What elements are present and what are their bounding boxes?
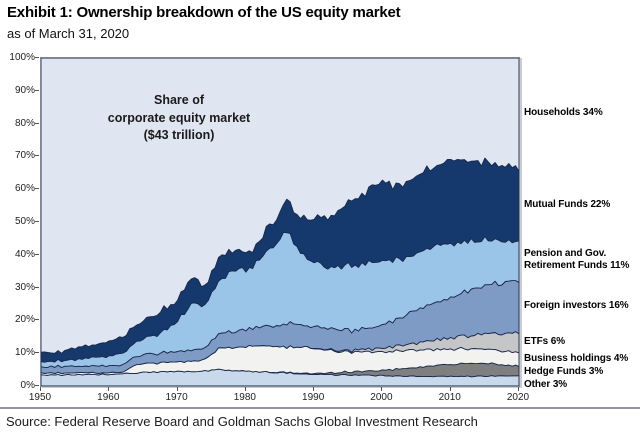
y-tick-mark [35,155,39,157]
annotation-line-2: corporate equity market [107,110,251,125]
y-tick-mark [35,122,39,124]
series-label-hedge-funds: Hedge Funds 3% [524,365,604,377]
x-tick-mark [40,387,41,391]
series-label-pension-gov-retirement-funds: Pension and Gov. Retirement Funds 11% [524,248,630,272]
y-tick-mark [35,286,39,288]
y-axis-tick-100%: 100% [9,52,35,63]
series-label-foreign-investors: Foreign investors 16% [524,300,629,312]
y-axis-tick-50%: 50% [14,216,35,227]
y-tick-mark [35,253,39,255]
y-axis-tick-0%: 0% [20,380,35,391]
as-of-date: as of March 31, 2020 [7,26,130,41]
series-label-households: Households 34% [524,106,603,118]
x-tick-mark [108,387,110,391]
series-label-other: Other 3% [524,378,568,390]
y-axis-tick-90%: 90% [14,84,35,96]
stacked-area-chart [41,58,519,386]
chart-annotation: Share of corporate equity market ($43 tr… [59,92,299,145]
x-axis-tick-1960: 1960 [97,392,120,403]
x-axis-tick-1990: 1990 [302,392,325,403]
x-tick-mark [313,387,315,391]
y-axis-tick-10%: 10% [14,347,35,359]
page-title: Exhibit 1: Ownership breakdown of the US… [7,4,401,21]
series-label-business-holdings: Business holdings 4% [524,352,629,364]
y-axis-tick-40%: 40% [14,248,35,260]
x-axis-tick-1950: 1950 [28,392,52,403]
y-tick-mark [35,57,39,58]
x-axis-tick-1980: 1980 [233,392,256,403]
x-tick-mark [449,387,451,391]
x-tick-mark [381,387,383,391]
y-axis-tick-30%: 30% [14,281,35,293]
x-tick-mark [176,387,178,391]
annotation-line-3: ($43 trillion) [143,128,215,142]
plot-area: Share of corporate equity market ($43 tr… [40,57,520,387]
x-tick-mark [244,387,246,391]
y-tick-mark [35,188,39,190]
x-axis-tick-2020: 2020 [506,392,530,403]
area-households [41,58,519,354]
source-note: Source: Federal Reserve Board and Goldma… [6,414,478,429]
source-divider [0,407,640,409]
y-tick-mark [35,319,39,321]
series-label-mutual-funds: Mutual Funds 22% [524,198,611,210]
series-label-etfs: ETFs 6% [524,336,565,348]
y-axis-tick-60%: 60% [14,183,35,195]
x-tick-mark [518,387,519,391]
annotation-line-1: Share of [153,93,204,107]
y-axis-tick-80%: 80% [14,117,35,129]
x-axis-tick-2000: 2000 [370,392,393,403]
y-tick-mark [35,352,39,354]
y-tick-mark [35,221,39,222]
x-axis-tick-2010: 2010 [438,392,461,403]
y-axis-tick-20%: 20% [14,314,35,326]
x-axis-tick-1970: 1970 [165,392,188,403]
y-tick-mark [35,385,39,386]
y-axis-tick-70%: 70% [14,150,35,162]
y-tick-mark [35,89,39,91]
